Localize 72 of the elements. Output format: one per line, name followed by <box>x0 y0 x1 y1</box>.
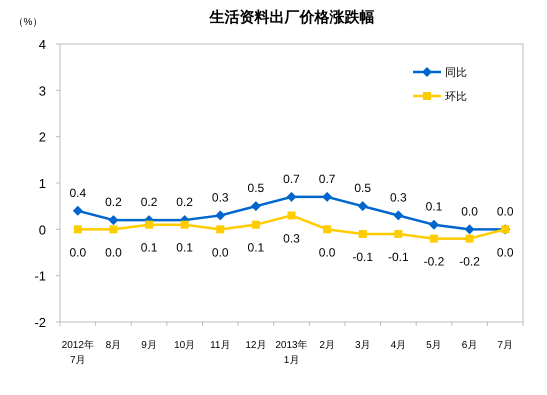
x-tick-label: 12月 <box>245 340 266 351</box>
point <box>180 220 189 229</box>
data-label: 0.2 <box>140 195 158 210</box>
legend-label: 环比 <box>445 90 467 103</box>
data-label: 0.3 <box>212 190 229 204</box>
point <box>252 220 260 229</box>
point <box>466 234 474 243</box>
y-tick-label: 0 <box>38 222 46 238</box>
data-label: 0.0 <box>461 204 478 218</box>
data-label: 0.1 <box>176 240 194 255</box>
point <box>323 225 332 234</box>
x-tick-label: 10月 <box>174 340 196 351</box>
x-tick-label: 5月 <box>426 340 442 351</box>
x-tick-label: 9月 <box>141 340 157 351</box>
data-label: 0.3 <box>283 231 300 246</box>
data-label: 0.1 <box>248 240 265 255</box>
data-label: 0.0 <box>212 245 229 260</box>
point <box>394 230 402 238</box>
point <box>250 201 261 212</box>
point <box>428 220 439 230</box>
y-tick-label: -2 <box>34 315 46 330</box>
point <box>358 201 368 212</box>
data-label: -0.1 <box>352 250 374 264</box>
data-label: 0.1 <box>140 240 158 255</box>
data-label: -0.1 <box>388 250 410 264</box>
point <box>216 225 224 234</box>
data-label: 0.2 <box>176 195 194 210</box>
x-tick-label: 6月 <box>462 340 478 351</box>
point <box>430 234 438 243</box>
data-label: 0.0 <box>496 204 514 218</box>
point <box>464 224 475 234</box>
x-tick-label: 11月 <box>210 340 230 351</box>
point <box>286 192 296 202</box>
data-label: -0.2 <box>459 254 480 269</box>
data-label: 0.0 <box>105 245 122 260</box>
y-tick-label: 4 <box>38 37 46 52</box>
y-tick-label: -1 <box>34 268 46 284</box>
data-label: 0.2 <box>105 195 122 210</box>
data-label: 0.0 <box>69 245 86 260</box>
legend-label: 同比 <box>445 66 467 79</box>
data-label: 0.1 <box>426 200 443 214</box>
data-label: 0.5 <box>248 181 265 196</box>
point <box>74 225 82 234</box>
data-label: 0.5 <box>354 181 372 196</box>
x-tick-label: 3月 <box>354 340 371 351</box>
chart-title: 生活资料出厂价格涨跌幅 <box>208 9 374 26</box>
x-tick-label: 2月 <box>319 340 335 351</box>
point <box>393 210 404 220</box>
data-label: 0.0 <box>318 245 336 260</box>
x-tick-label: 2013年 1月 <box>275 339 308 366</box>
x-tick-label: 2012年 7月 <box>62 339 94 366</box>
point <box>358 230 367 238</box>
x-tick-label: 8月 <box>106 340 122 351</box>
y-axis-title: （%） <box>14 17 42 28</box>
data-label: 0.7 <box>318 172 336 186</box>
y-tick-label: 1 <box>38 176 46 191</box>
data-label: 0.4 <box>69 186 86 200</box>
point <box>108 215 118 226</box>
point <box>215 210 226 220</box>
data-label: 0.0 <box>496 245 514 260</box>
point <box>288 211 296 220</box>
point <box>145 220 154 229</box>
y-tick-label: 2 <box>38 130 46 145</box>
point <box>109 225 118 234</box>
point <box>72 206 83 216</box>
data-label: -0.2 <box>424 254 445 269</box>
x-tick-label: 7月 <box>497 340 513 351</box>
data-label: 0.3 <box>390 190 408 204</box>
data-label: 0.7 <box>283 172 300 186</box>
x-tick-label: 4月 <box>390 340 406 351</box>
y-tick-label: 3 <box>38 83 46 98</box>
point <box>322 192 332 202</box>
